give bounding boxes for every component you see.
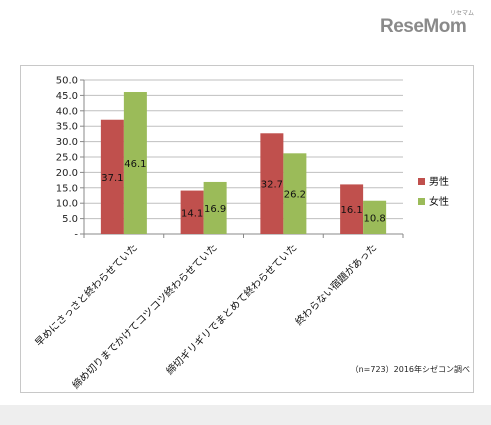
- x-axis-labels: 早めにさっさと終わらせていた締め切りまでかけてコツコツ終わらせていた締切ギリギリ…: [32, 234, 404, 391]
- survey-note: （n=723）2016年シゼコン調べ: [351, 364, 470, 374]
- bar-male: [180, 190, 204, 234]
- data-label: 10.8: [363, 213, 385, 224]
- legend-swatch: [418, 178, 425, 185]
- logo-wordmark: ReseMom: [380, 16, 467, 37]
- legend-label: 女性: [429, 195, 449, 208]
- y-tick-label: 45.0: [56, 91, 78, 102]
- data-label: 46.1: [124, 159, 146, 170]
- y-tick-label: -: [74, 230, 78, 241]
- bar-male: [260, 133, 284, 234]
- data-label: 16.1: [340, 205, 362, 216]
- y-tick-label: 25.0: [56, 153, 78, 164]
- bars: [100, 92, 387, 235]
- y-tick-label: 15.0: [56, 183, 78, 194]
- resemom-logo: リセマム ReseMom: [380, 8, 480, 42]
- x-category-label: 締切ギリギリでまとめて終わらせていた: [163, 241, 299, 377]
- bottom-band: [0, 405, 491, 425]
- y-axis: - 5.0 10.0 15.0 20.0 25.0 30.0 35.0 40.0 45.0 50.0: [56, 76, 85, 241]
- bar-female: [203, 181, 227, 234]
- data-label: 32.7: [261, 180, 283, 191]
- chart-frame: [20, 65, 474, 393]
- data-label: 26.2: [284, 190, 306, 201]
- y-tick-label: 40.0: [56, 106, 78, 117]
- data-label: 16.9: [204, 204, 226, 215]
- y-tick-label: 50.0: [56, 76, 78, 87]
- legend-label: 男性: [429, 175, 449, 188]
- bar-female: [363, 200, 387, 234]
- data-labels: 37.146.1 14.1 16.9 32.726.2 16.110.8: [101, 159, 386, 224]
- legend-swatch: [418, 198, 425, 205]
- bar-female: [123, 92, 147, 235]
- y-tick-label: 35.0: [56, 122, 78, 133]
- data-label: 14.1: [181, 208, 203, 219]
- y-tick-label: 10.0: [56, 199, 78, 210]
- bar-male: [100, 119, 124, 234]
- y-tick-label: 20.0: [56, 168, 78, 179]
- logo-ruby-text: リセマム: [449, 10, 474, 17]
- x-category-label: 締め切りまでかけてコツコツ終わらせていた: [69, 241, 219, 391]
- x-category-label: 終わらない宿題があった: [292, 241, 379, 328]
- y-tick-label: 5.0: [62, 214, 78, 225]
- data-label: 37.1: [101, 173, 123, 184]
- bar-female: [283, 153, 307, 234]
- bar-male: [340, 184, 364, 234]
- y-tick-label: 30.0: [56, 137, 78, 148]
